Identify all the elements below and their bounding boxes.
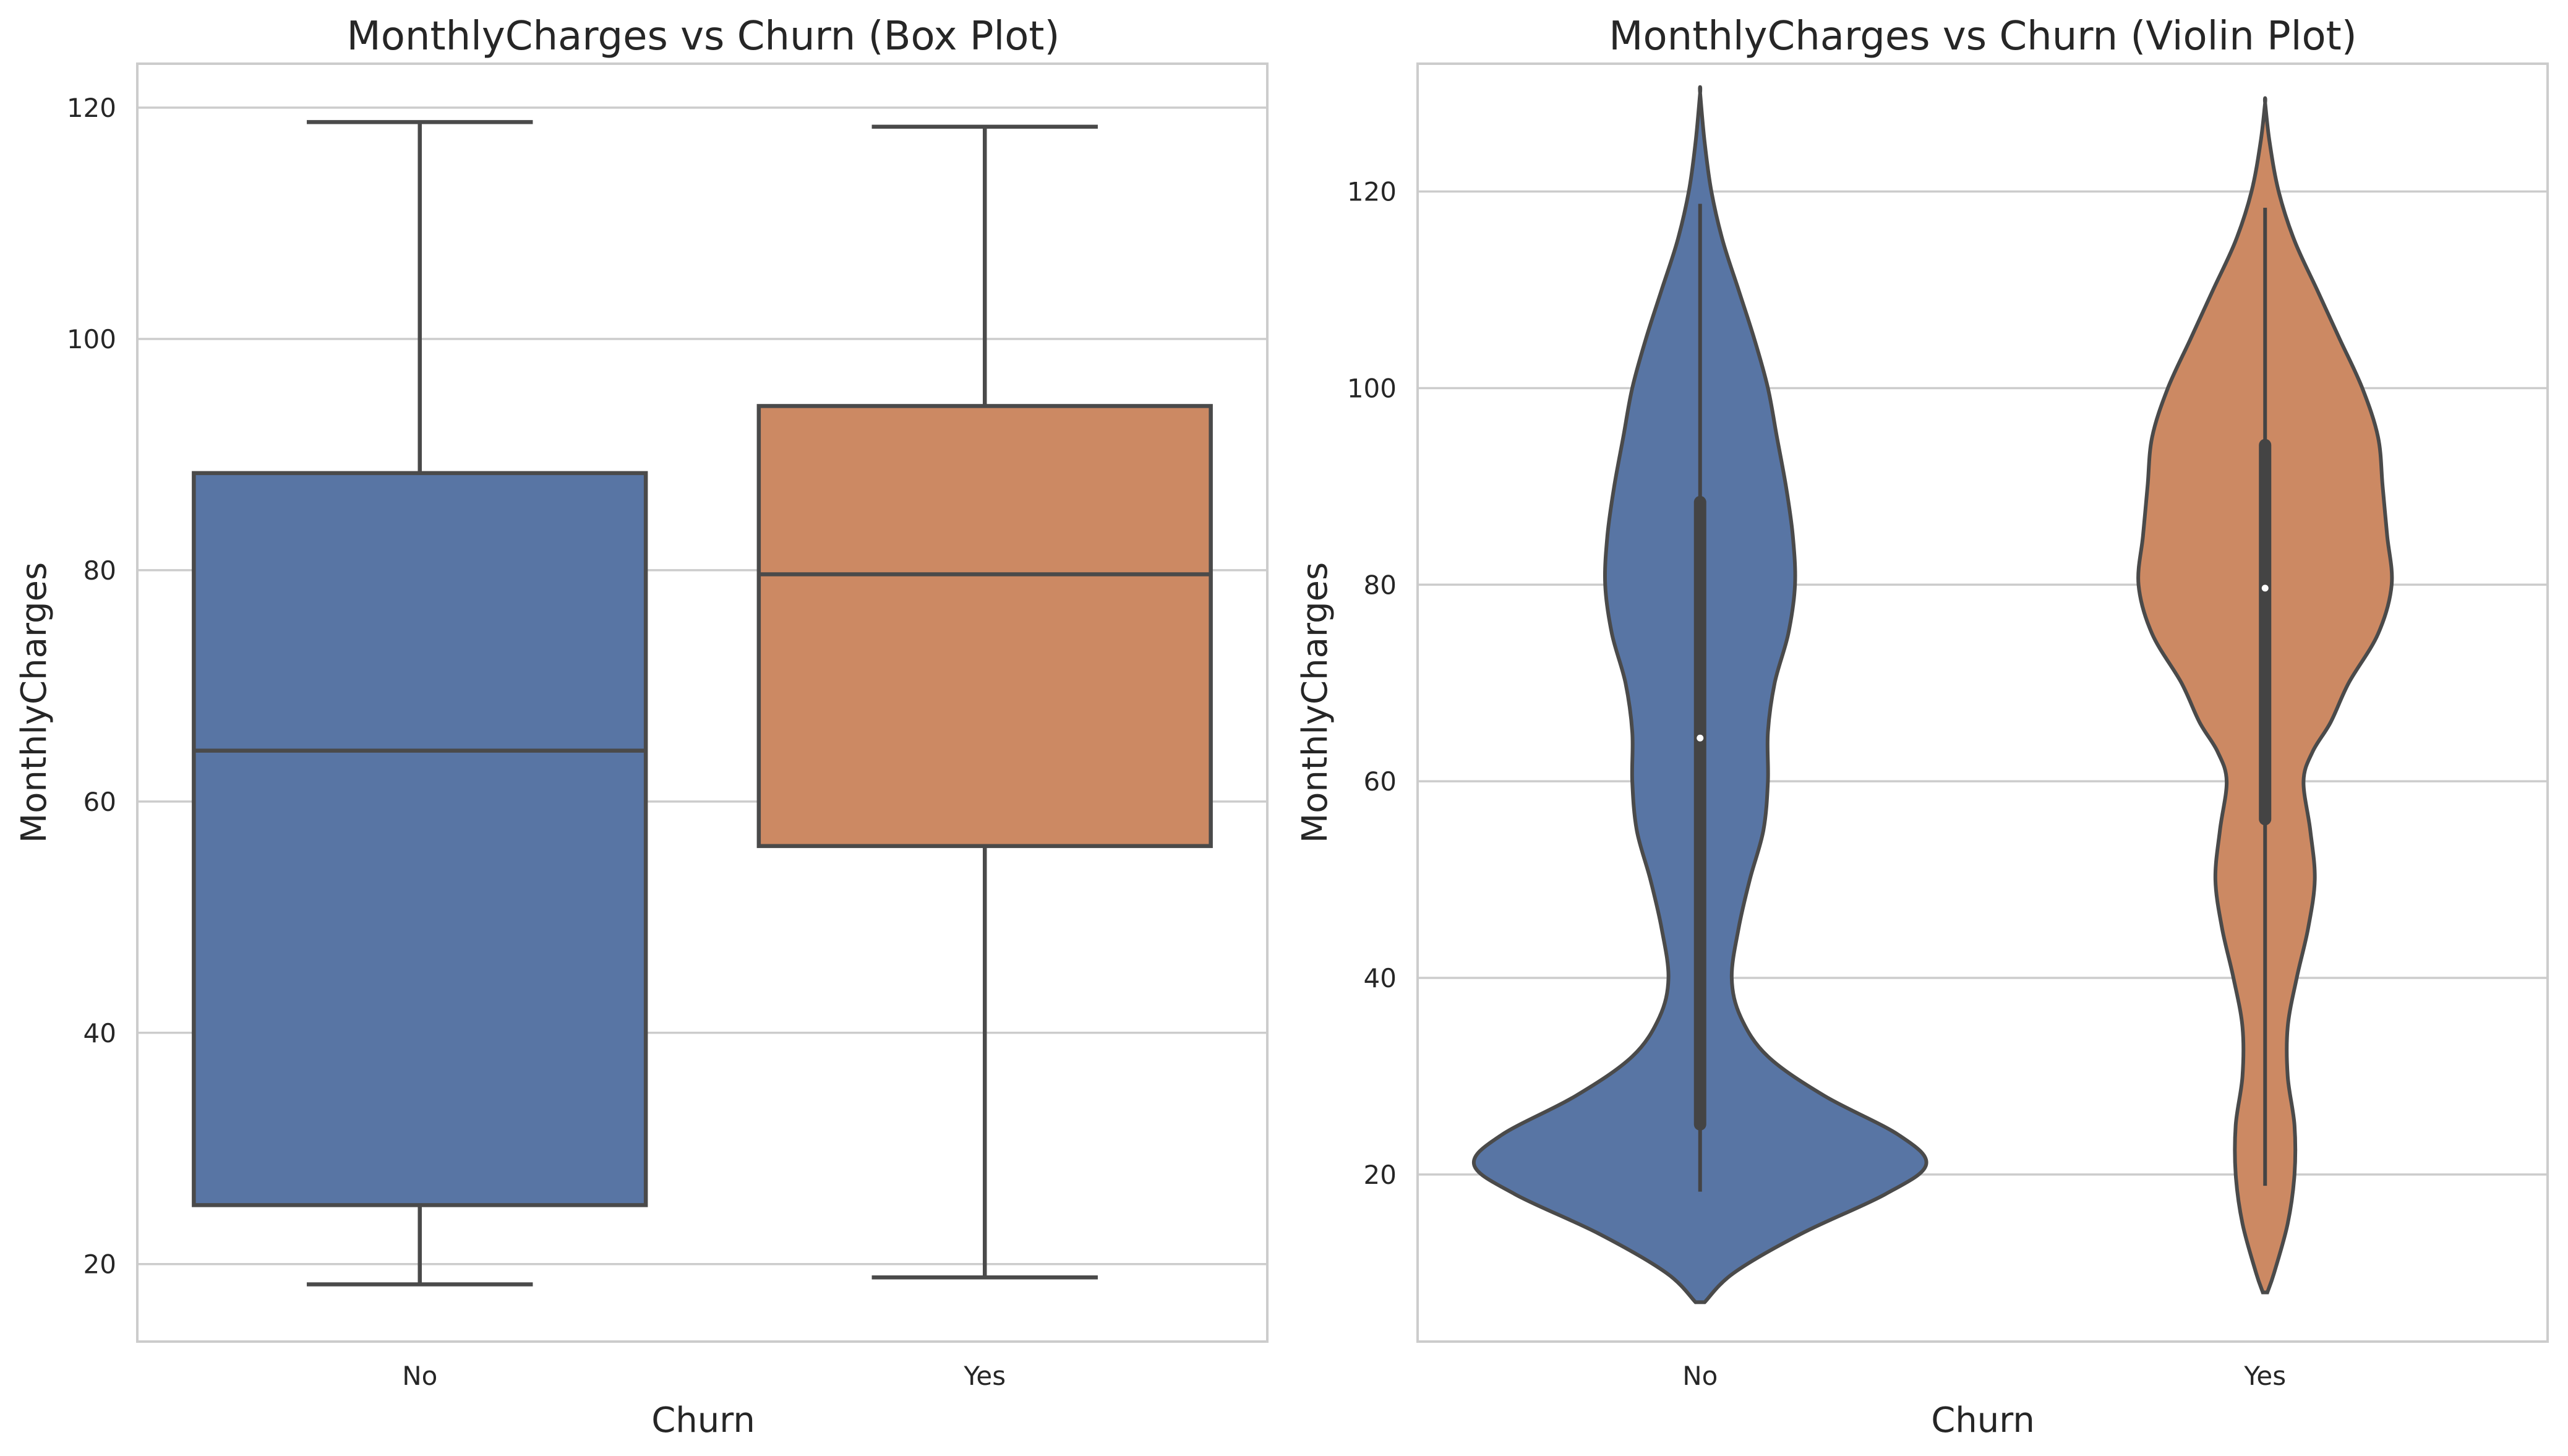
box-yes — [756, 124, 1213, 1280]
violin-plot-x-axis-label: Churn — [1931, 1400, 2035, 1441]
violin-plot-x-tick-label: Yes — [2243, 1361, 2286, 1391]
box-plot-x-tick-label: No — [402, 1361, 437, 1391]
violin-plot-y-tick-label: 80 — [1364, 570, 1397, 600]
box-plot-x-axis-label: Churn — [651, 1400, 755, 1441]
violin-plot-y-tick-label: 120 — [1347, 177, 1397, 207]
box-plot-frame — [136, 62, 1269, 1343]
violin-plot-marks — [1471, 85, 2394, 1304]
violin-median-dot — [2261, 585, 2269, 592]
violin-plot-y-axis-label: MonthlyCharges — [1295, 562, 1335, 843]
violin-median-dot — [1697, 734, 1704, 742]
box-plot-ticks: 20 40 60 80 100 120 No Yes — [67, 93, 1006, 1391]
violin-plot-ticks: 20 40 60 80 100 120 No Yes — [1347, 177, 2286, 1391]
box-plot-x-tick-label: Yes — [963, 1361, 1006, 1391]
violin-plot-title: MonthlyCharges vs Churn (Violin Plot) — [1609, 14, 2356, 59]
box-plot-marks — [192, 120, 1213, 1287]
box-plot-y-tick-label: 40 — [83, 1018, 116, 1048]
violin-plot-y-tick-label: 100 — [1347, 373, 1397, 403]
box-plot-y-axis-label: MonthlyCharges — [14, 562, 54, 843]
box-plot-y-tick-label: 100 — [67, 324, 116, 354]
violin-no — [1471, 85, 1928, 1304]
violin-plot-y-tick-label: 60 — [1364, 766, 1397, 797]
violin-plot-y-tick-label: 20 — [1364, 1160, 1397, 1190]
violin-plot-x-tick-label: No — [1682, 1361, 1718, 1391]
box-plot-panel: MonthlyCharges vs Churn (Box Plot) 20 40 6… — [14, 14, 1269, 1441]
violin-yes — [2136, 96, 2394, 1295]
box-plot-title: MonthlyCharges vs Churn (Box Plot) — [347, 14, 1060, 59]
violin-plot-y-tick-label: 40 — [1364, 963, 1397, 993]
iqr-box — [192, 471, 648, 1207]
violin-plot-frame — [1416, 62, 2549, 1343]
iqr-box — [756, 404, 1213, 849]
box-plot-y-tick-label: 80 — [83, 555, 116, 586]
box-plot-y-tick-label: 60 — [83, 787, 116, 817]
box-no — [192, 120, 648, 1287]
violin-plot-panel: MonthlyCharges vs Churn (Violin Plot) 20… — [1295, 14, 2549, 1441]
box-plot-y-tick-label: 20 — [83, 1249, 116, 1280]
box-plot-y-tick-label: 120 — [67, 93, 116, 123]
